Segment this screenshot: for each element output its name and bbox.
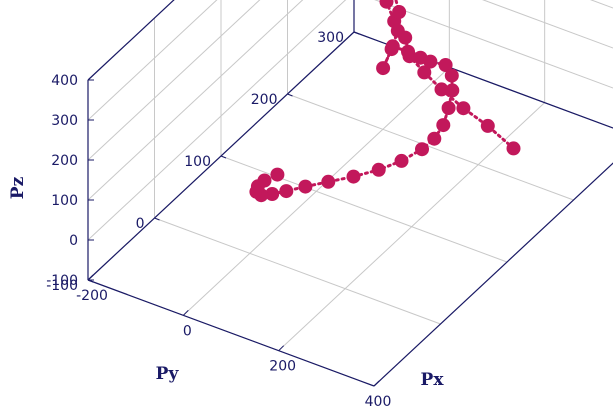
x-tick-mark [278,345,285,352]
series-line-layer [254,0,515,197]
data-point [270,167,285,182]
data-point [257,173,272,188]
data-point [279,184,294,199]
grid-layer [87,0,613,387]
data-point [417,65,432,80]
data-point [385,39,400,54]
data-point [392,5,407,19]
data-point [480,118,495,133]
y-tick-label: 0 [136,216,145,232]
box-edge [373,162,613,387]
y-tick-label: 100 [184,154,211,170]
data-point [445,83,460,98]
data-point [379,0,394,9]
y-tick-label: 300 [317,30,344,46]
data-point [394,153,409,168]
y-tick-label: -100 [46,278,78,294]
grid-line [87,0,218,121]
x-tick-mark [87,274,94,281]
data-point [506,141,521,156]
grid-line [373,162,613,387]
y-tick-mark [220,155,227,159]
box-edge [87,0,175,81]
y-tick-mark [287,93,293,97]
x-tick-label: 0 [183,323,192,339]
x-axis-line [87,279,375,387]
y-tick-mark [154,217,160,221]
z-tick-label: -100 [46,273,78,289]
data-point [390,23,405,38]
z-tick-label: 0 [69,233,78,249]
data-point [441,101,456,115]
y-axis-title: Py [156,364,180,384]
y-tick-label: 200 [251,92,278,108]
x-tick-mark [182,309,189,316]
data-point [438,58,453,72]
data-points-layer [249,0,521,203]
grid-line [287,93,574,201]
z-tick-label: 100 [51,193,78,209]
data-point [265,187,280,201]
data-point [427,131,442,146]
series-line [254,0,515,197]
data-point [371,162,386,177]
data-point [401,44,415,59]
z-axis-title: Pz [8,176,28,199]
grid-line [220,155,508,263]
data-point [415,142,429,157]
data-point [434,82,449,97]
z-tick-label: 300 [51,113,78,129]
x-tick-label: 400 [365,394,392,410]
x-tick-mark [373,380,380,387]
grid-line [278,102,546,352]
data-point [423,54,438,69]
grid-line [182,66,450,316]
z-tick-label: 200 [51,153,78,169]
data-point [298,179,313,194]
grid-line [154,217,441,325]
x-tick-label: -200 [76,288,108,304]
z-tick-label: 400 [51,73,78,89]
data-point [376,61,391,76]
data-point [436,118,451,133]
tick-labels-layer: -200 0 200 400 -100 0 100 200 300 -100 0 100 200 300 4… [46,30,391,410]
data-point [456,101,471,116]
grid-line [482,0,613,49]
data-point [444,68,459,83]
data-point [321,174,336,189]
grid-line [589,0,613,9]
axis-box [87,0,613,387]
x-tick-label: 200 [269,359,296,375]
data-point [346,169,361,184]
x-axis-title: Px [421,370,445,390]
y-tick-mark [353,31,360,35]
